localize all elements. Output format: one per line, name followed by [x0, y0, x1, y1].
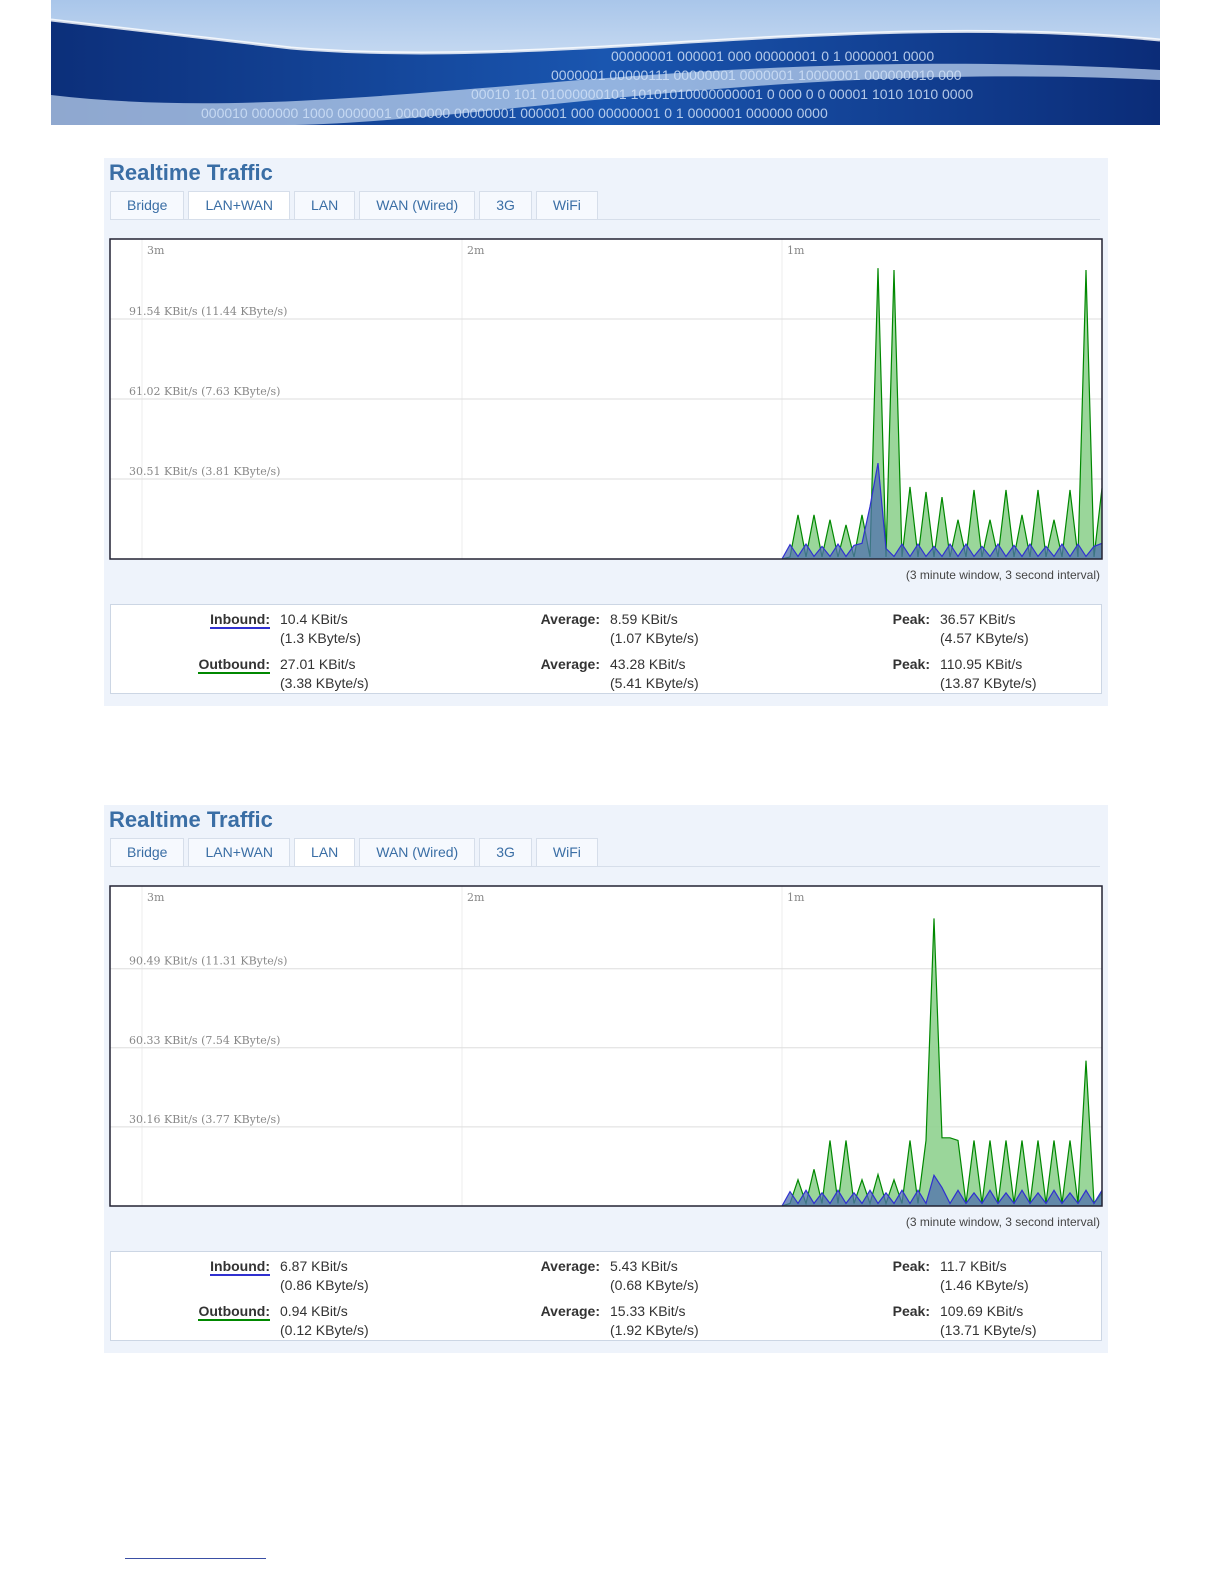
banner-text: 00010 101 01000000101 10101010000000001 …	[471, 86, 973, 102]
stat-value: (1.07 KByte/s)	[610, 630, 699, 646]
y-tick-label: 90.49 KBit/s (11.31 KByte/s)	[129, 955, 287, 968]
stat-value: (4.57 KByte/s)	[940, 630, 1029, 646]
stat-label: Peak:	[892, 611, 930, 627]
stats-box: Inbound: 10.4 KBit/s (1.3 KByte/s) Average:…	[110, 604, 1102, 694]
stat-value: (0.12 KByte/s)	[280, 1322, 369, 1338]
stat-value: 0.94 KBit/s	[280, 1303, 348, 1319]
stat-value: (13.87 KByte/s)	[940, 675, 1037, 691]
y-tick-label: 60.33 KBit/s (7.54 KByte/s)	[129, 1034, 280, 1047]
stat-value: (5.41 KByte/s)	[610, 675, 699, 691]
tab[interactable]: Bridge	[110, 191, 185, 219]
traffic-graph: 3m 2m 1m 30.51 KBit/s (3.81 KByte/s) 61.02 K…	[109, 238, 1103, 560]
panel: Realtime Traffic Bridge LAN+WAN LAN WAN (Wir…	[104, 158, 1108, 706]
tab[interactable]: LAN+WAN	[188, 838, 291, 866]
traffic-area	[782, 1175, 1102, 1206]
stat-label: Average:	[540, 611, 600, 627]
tab-bar: Bridge LAN+WAN LAN WAN (Wired) 3G WiFi	[110, 838, 598, 866]
tab-line	[110, 866, 1100, 867]
stat-value: (1.92 KByte/s)	[610, 1322, 699, 1338]
tab-line	[110, 219, 1100, 220]
traffic-area	[782, 918, 1102, 1206]
stat-value: (0.86 KByte/s)	[280, 1277, 369, 1293]
plot-border	[109, 885, 1103, 1207]
stat-value: 5.43 KBit/s	[610, 1258, 678, 1274]
stat-value: (1.46 KByte/s)	[940, 1277, 1029, 1293]
x-tick-label: 1m	[787, 891, 805, 904]
tab[interactable]: 3G	[479, 191, 532, 219]
stat-label: Average:	[540, 656, 600, 672]
stat-value: 8.59 KBit/s	[610, 611, 678, 627]
y-tick-label: 30.51 KBit/s (3.81 KByte/s)	[129, 465, 280, 478]
graph-note: (3 minute window, 3 second interval)	[905, 1215, 1100, 1229]
tab[interactable]: LAN	[294, 191, 356, 219]
stat-label: Average:	[540, 1303, 600, 1319]
x-tick-label: 2m	[467, 244, 485, 257]
tab[interactable]: WiFi	[535, 191, 598, 219]
y-tick-label: 91.54 KBit/s (11.44 KByte/s)	[129, 305, 287, 318]
x-tick-label: 1m	[787, 244, 805, 257]
traffic-line	[781, 268, 1103, 560]
stat-value: (0.68 KByte/s)	[610, 1277, 699, 1293]
stat-value: 27.01 KBit/s	[280, 656, 356, 672]
graph-note: (3 minute window, 3 second interval)	[905, 568, 1100, 582]
y-tick-label: 30.16 KBit/s (3.77 KByte/s)	[129, 1113, 280, 1126]
x-tick-label: 2m	[467, 891, 485, 904]
stat-value: 11.7 KBit/s	[940, 1258, 1007, 1274]
banner-text: 00000001 000001 000 00000001 0 1 0000001…	[611, 48, 934, 64]
stat-value: 36.57 KBit/s	[940, 611, 1016, 627]
panel: Realtime Traffic Bridge LAN+WAN LAN WAN (Wir…	[104, 805, 1108, 1353]
y-tick-label: 61.02 KBit/s (7.63 KByte/s)	[129, 385, 280, 398]
banner-text: 000010 000000 1000 0000001 0000000 00000…	[201, 105, 828, 121]
stat-label: Outbound:	[198, 1303, 270, 1321]
traffic-graph: 3m 2m 1m 30.16 KBit/s (3.77 KByte/s) 60.33 K…	[109, 885, 1103, 1207]
stat-label: Average:	[540, 1258, 600, 1274]
stat-value: (1.3 KByte/s)	[280, 630, 361, 646]
stat-value: (3.38 KByte/s)	[280, 675, 369, 691]
x-tick-label: 3m	[147, 244, 165, 257]
footnote-rule	[125, 1558, 266, 1559]
banner: 00000001 000001 000 00000001 0 1 0000001…	[51, 0, 1160, 125]
tab[interactable]: WAN (Wired)	[359, 838, 476, 866]
stat-label: Peak:	[892, 1258, 930, 1274]
stat-value: 43.28 KBit/s	[610, 656, 686, 672]
stat-value: 15.33 KBit/s	[610, 1303, 686, 1319]
tab[interactable]: Bridge	[110, 838, 185, 866]
tab-bar: Bridge LAN+WAN LAN WAN (Wired) 3G WiFi	[110, 191, 598, 219]
stat-label: Outbound:	[198, 656, 270, 674]
traffic-line	[781, 462, 1103, 560]
stat-value: 109.69 KBit/s	[940, 1303, 1024, 1319]
stat-label: Peak:	[892, 1303, 930, 1319]
tab[interactable]: WiFi	[535, 838, 598, 866]
tab[interactable]: 3G	[479, 838, 532, 866]
tab[interactable]: LAN	[294, 838, 356, 866]
traffic-line	[781, 1173, 1103, 1207]
stats-box: Inbound: 6.87 KBit/s (0.86 KByte/s) Average…	[110, 1251, 1102, 1341]
stat-value: 110.95 KBit/s	[940, 656, 1023, 672]
stat-label: Peak:	[892, 656, 930, 672]
banner-text: 0000001 00000111 00000001 0000001 100000…	[551, 67, 962, 83]
panel-title: Realtime Traffic	[109, 807, 273, 832]
stat-value: 6.87 KBit/s	[280, 1258, 348, 1274]
panel-title: Realtime Traffic	[109, 160, 273, 185]
tab[interactable]: LAN+WAN	[188, 191, 291, 219]
stat-value: (13.71 KByte/s)	[940, 1322, 1037, 1338]
stat-label: Inbound:	[210, 1258, 270, 1276]
traffic-line	[781, 918, 1103, 1207]
tab[interactable]: WAN (Wired)	[359, 191, 476, 219]
plot-border	[109, 238, 1103, 560]
stat-value: 10.4 KBit/s	[280, 611, 348, 627]
stat-label: Inbound:	[210, 611, 270, 629]
x-tick-label: 3m	[147, 891, 165, 904]
